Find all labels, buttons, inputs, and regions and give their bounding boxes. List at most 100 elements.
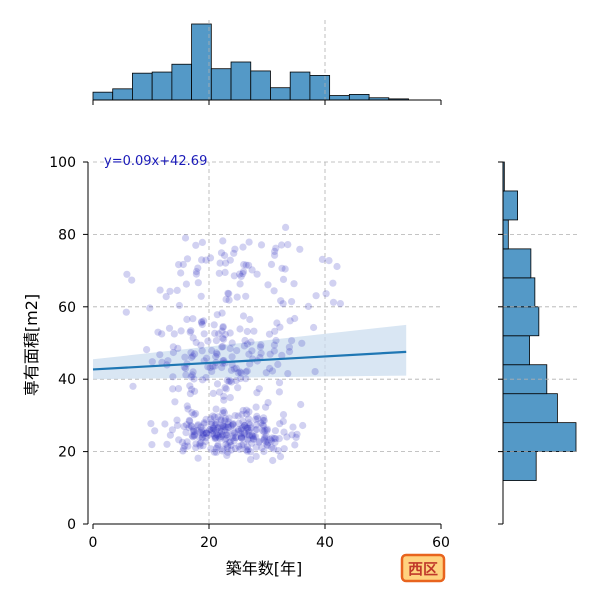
scatter-point xyxy=(263,425,271,433)
scatter-point xyxy=(214,442,222,450)
scatter-point xyxy=(250,327,258,335)
marginal-y-histogram xyxy=(502,161,577,481)
scatter-point xyxy=(188,371,196,379)
scatter-point xyxy=(189,368,197,376)
scatter-point xyxy=(158,358,166,366)
scatter-point xyxy=(179,447,187,455)
marginal-x-bar xyxy=(112,88,133,101)
y-tick-label: 100 xyxy=(49,155,76,171)
scatter-point xyxy=(196,442,204,450)
scatter-point xyxy=(181,234,190,242)
scatter-point xyxy=(186,382,194,390)
scatter-point xyxy=(178,438,187,446)
scatter-point xyxy=(245,426,253,434)
scatter-point xyxy=(270,341,278,349)
scatter-point xyxy=(218,343,226,351)
scatter-point xyxy=(185,423,193,432)
scatter-point xyxy=(242,446,250,454)
scatter-point xyxy=(289,423,297,431)
scatter-point xyxy=(239,267,248,276)
scatter-point xyxy=(164,357,172,365)
scatter-point xyxy=(199,430,207,439)
scatter-point xyxy=(262,432,270,440)
scatter-point xyxy=(197,319,206,327)
scatter-point xyxy=(239,423,247,431)
scatter-point xyxy=(190,375,198,383)
scatter-point xyxy=(325,257,333,265)
scatter-point xyxy=(237,272,245,280)
scatter-point xyxy=(197,341,205,349)
scatter-point xyxy=(257,241,266,249)
scatter-point xyxy=(175,261,183,269)
scatter-point xyxy=(219,343,227,351)
scatter-point xyxy=(278,264,286,272)
scatter-point xyxy=(223,431,231,439)
scatter-point xyxy=(209,424,217,432)
scatter-point xyxy=(195,433,203,441)
scatter-point xyxy=(212,430,220,439)
scatter-point xyxy=(212,405,220,413)
scatter-point xyxy=(146,304,154,312)
scatter-point xyxy=(239,312,248,320)
marginal-y-bar xyxy=(502,422,577,453)
scatter-point xyxy=(220,408,228,417)
scatter-point xyxy=(211,434,220,442)
scatter-point xyxy=(156,286,164,294)
scatter-point xyxy=(190,432,198,440)
scatter-point xyxy=(253,425,261,433)
scatter-point xyxy=(229,434,237,442)
scatter-point xyxy=(200,317,208,325)
scatter-point xyxy=(241,421,249,429)
scatter-point xyxy=(219,237,227,245)
scatter-point xyxy=(219,445,227,453)
scatter-point xyxy=(214,413,222,421)
scatter-point xyxy=(210,448,218,456)
scatter-point xyxy=(216,434,224,442)
main-axes xyxy=(83,99,504,529)
scatter-point xyxy=(197,439,205,447)
scatter-point xyxy=(329,298,338,306)
scatter-point xyxy=(182,429,190,437)
scatter-point xyxy=(213,350,221,358)
scatter-point xyxy=(235,442,243,450)
scatter-point xyxy=(211,362,219,370)
scatter-point xyxy=(147,420,155,428)
scatter-point xyxy=(212,448,220,456)
marginal-x-bar xyxy=(230,61,252,101)
scatter-point xyxy=(249,435,257,443)
scatter-point xyxy=(221,251,229,260)
scatter-point xyxy=(247,448,255,456)
scatter-point xyxy=(239,417,247,425)
scatter-point xyxy=(237,432,245,440)
scatter-point xyxy=(212,337,220,345)
scatter-point xyxy=(226,344,234,353)
scatter-point xyxy=(278,351,286,359)
scatter-point xyxy=(143,346,151,354)
scatter-point xyxy=(241,336,249,345)
scatter-point xyxy=(190,426,198,434)
scatter-point xyxy=(214,423,222,432)
scatter-point xyxy=(221,417,229,425)
scatter-point xyxy=(237,374,245,383)
scatter-point xyxy=(219,323,227,332)
scatter-point xyxy=(199,442,207,450)
scatter-point xyxy=(212,352,220,361)
scatter-point xyxy=(202,415,210,423)
scatter-point xyxy=(240,430,248,438)
scatter-point xyxy=(264,442,272,450)
x-tick-label: 20 xyxy=(200,535,218,551)
scatter-point xyxy=(227,378,236,386)
y-axis-title: 専有面積[m2] xyxy=(22,294,41,396)
scatter-point xyxy=(225,414,233,422)
scatter-point xyxy=(270,347,278,355)
scatter-point xyxy=(276,323,284,331)
scatter-point xyxy=(219,407,227,415)
scatter-point xyxy=(180,422,188,431)
scatter-point xyxy=(218,327,226,335)
scatter-point xyxy=(188,423,196,431)
scatter-point xyxy=(237,434,246,442)
scatter-point xyxy=(215,330,223,338)
scatter-point xyxy=(278,241,286,249)
scatter-point xyxy=(217,428,225,436)
scatter-point xyxy=(200,419,208,427)
